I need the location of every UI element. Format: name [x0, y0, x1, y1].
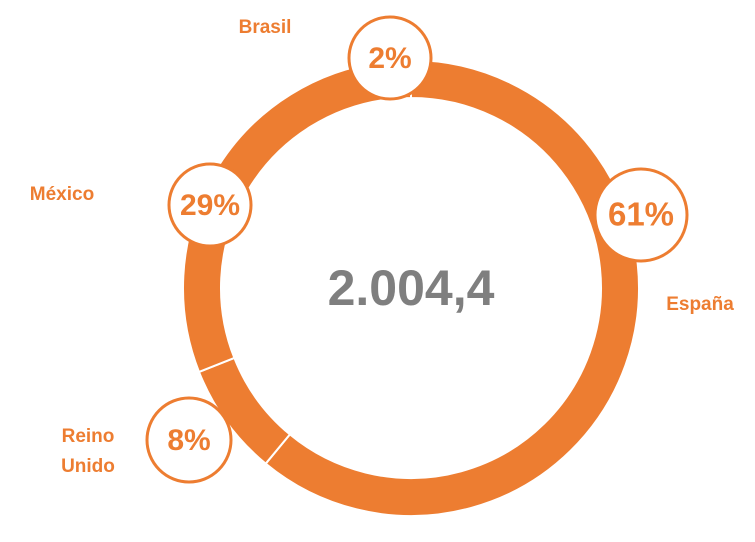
category-label: México [30, 184, 94, 205]
value-bubble [145, 396, 233, 484]
value-bubble [167, 162, 253, 248]
value-label: 2% [368, 42, 411, 75]
value-bubble [347, 15, 433, 101]
category-label: Reino Unido [61, 426, 115, 477]
value-label: 61% [608, 196, 674, 233]
value-label: 29% [180, 189, 240, 222]
category-label: Brasil [239, 17, 292, 38]
category-label: España [666, 294, 734, 315]
center-total: 2.004,4 [328, 260, 495, 316]
value-label: 8% [167, 424, 210, 457]
value-bubble [593, 167, 689, 263]
